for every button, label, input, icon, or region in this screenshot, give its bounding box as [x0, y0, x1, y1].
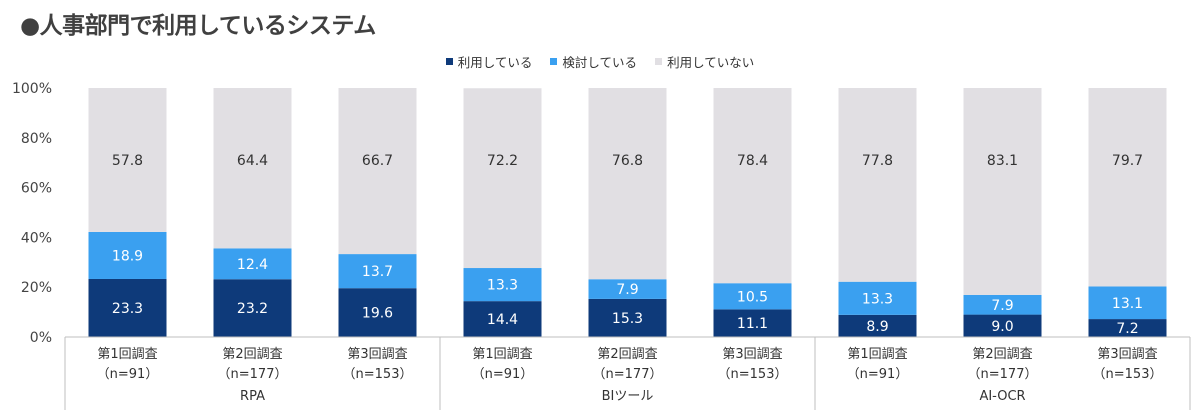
- data-label-not-using: 78.4: [737, 153, 768, 169]
- y-tick-label: 0%: [30, 330, 52, 346]
- chart-title-text: ●人事部門で利用しているシステム: [20, 13, 376, 39]
- bar-segment-considering: [963, 294, 1042, 315]
- legend-swatch-considering: [550, 58, 558, 65]
- bar-segment-not-using: [338, 88, 417, 255]
- data-label-using: 8.9: [866, 319, 888, 335]
- data-label-not-using: 57.8: [112, 153, 143, 169]
- bar-segment-not-using: [838, 88, 917, 282]
- bar-segment-considering: [713, 283, 792, 310]
- x-category-label: 第3回調査: [1097, 347, 1157, 362]
- bar-segment-not-using: [463, 88, 542, 269]
- x-category-n-label: （n=91）: [97, 367, 159, 382]
- data-label-using: 7.2: [1116, 321, 1138, 337]
- data-label-using: 15.3: [612, 311, 643, 327]
- bar-segment-considering: [463, 268, 542, 302]
- x-group-label: AI-OCR: [979, 389, 1025, 404]
- bar-segment-considering: [1088, 286, 1167, 320]
- x-category-n-label: （n=177）: [593, 367, 663, 382]
- bar-segment-using: [338, 288, 417, 337]
- data-label-using: 23.2: [237, 301, 268, 317]
- bar-segment-considering: [88, 231, 167, 279]
- data-label-considering: 13.3: [862, 291, 893, 307]
- data-label-considering: 7.9: [991, 298, 1013, 314]
- bar-segment-considering: [338, 254, 417, 289]
- x-category-label: 第3回調査: [347, 347, 407, 362]
- data-label-considering: 13.1: [1112, 296, 1143, 312]
- bar-segment-using: [1088, 319, 1167, 337]
- data-label-not-using: 72.2: [487, 153, 518, 169]
- data-label-using: 23.3: [112, 301, 143, 317]
- x-category-n-label: （n=153）: [343, 367, 413, 382]
- data-label-considering: 13.7: [362, 264, 393, 280]
- chart-legend: 利用している 検討している 利用していない: [0, 52, 1200, 71]
- legend-swatch-not-using: [655, 58, 663, 65]
- data-label-considering: 18.9: [112, 248, 143, 264]
- legend-label-using: 利用している: [457, 55, 533, 70]
- x-category-n-label: （n=177）: [218, 367, 288, 382]
- x-category-label: 第1回調査: [472, 347, 532, 362]
- data-label-considering: 13.3: [487, 278, 518, 294]
- data-label-not-using: 77.8: [862, 153, 893, 169]
- x-category-n-label: （n=177）: [968, 367, 1038, 382]
- chart-title: ●人事部門で利用しているシステム: [20, 6, 376, 40]
- y-tick-label: 20%: [21, 280, 52, 296]
- data-label-not-using: 76.8: [612, 153, 643, 169]
- x-group-label: RPA: [240, 389, 265, 404]
- data-label-not-using: 79.7: [1112, 153, 1143, 169]
- bar-segment-using: [213, 279, 292, 337]
- y-tick-label: 40%: [21, 230, 52, 246]
- bar-segment-not-using: [88, 88, 167, 232]
- legend-label-not-using: 利用していない: [667, 55, 755, 70]
- bar-segment-not-using: [1088, 88, 1167, 287]
- x-category-label: 第2回調査: [597, 347, 657, 362]
- data-label-considering: 7.9: [616, 282, 638, 298]
- bar-segment-considering: [588, 279, 667, 299]
- x-group-label: BIツール: [602, 389, 654, 404]
- data-label-using: 19.6: [362, 306, 393, 322]
- bar-segment-using: [88, 278, 167, 337]
- x-category-n-label: （n=91）: [472, 367, 534, 382]
- legend-item-using: 利用している: [445, 52, 533, 71]
- x-category-n-label: （n=153）: [718, 367, 788, 382]
- bar-segment-considering: [213, 248, 292, 280]
- x-category-label: 第3回調査: [722, 347, 782, 362]
- legend-swatch-using: [445, 58, 453, 65]
- bar-segment-using: [588, 298, 667, 337]
- bar-segment-not-using: [963, 88, 1042, 295]
- legend-item-considering: 検討している: [550, 52, 637, 71]
- bar-segment-using: [463, 301, 542, 337]
- y-tick-label: 60%: [21, 181, 52, 197]
- x-category-label: 第1回調査: [97, 347, 157, 362]
- x-category-n-label: （n=153）: [1093, 367, 1163, 382]
- x-category-label: 第1回調査: [847, 347, 907, 362]
- bar-segment-considering: [838, 281, 917, 315]
- x-category-n-label: （n=91）: [847, 367, 909, 382]
- data-label-considering: 10.5: [737, 289, 768, 305]
- x-category-label: 第2回調査: [222, 347, 282, 362]
- data-label-considering: 12.4: [237, 257, 268, 273]
- bar-segment-using: [838, 314, 917, 337]
- data-label-not-using: 83.1: [987, 153, 1018, 169]
- legend-item-not-using: 利用していない: [655, 52, 754, 71]
- bar-segment-not-using: [588, 88, 667, 280]
- y-tick-label: 80%: [21, 131, 52, 147]
- data-label-using: 9.0: [991, 319, 1013, 335]
- data-label-not-using: 66.7: [362, 153, 393, 169]
- bar-segment-not-using: [713, 88, 792, 284]
- data-label-using: 14.4: [487, 312, 518, 328]
- x-category-label: 第2回調査: [972, 347, 1032, 362]
- y-tick-label: 100%: [12, 81, 52, 97]
- data-label-not-using: 64.4: [237, 153, 268, 169]
- legend-label-considering: 検討している: [562, 55, 638, 70]
- bar-segment-using: [713, 309, 792, 337]
- data-label-using: 11.1: [737, 316, 768, 332]
- bar-segment-using: [963, 314, 1042, 337]
- bar-segment-not-using: [213, 88, 292, 249]
